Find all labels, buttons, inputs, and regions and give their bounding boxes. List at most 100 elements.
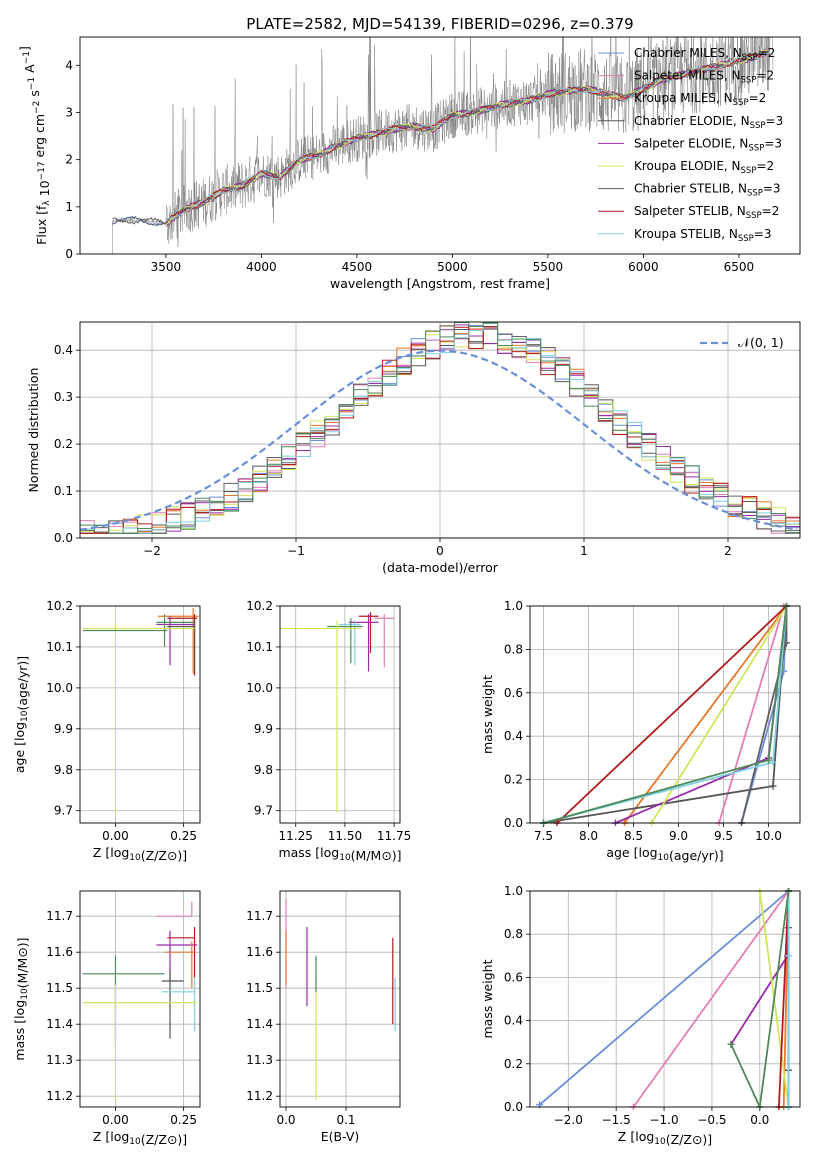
x-tick-label: 6500 [724,260,755,274]
y-tick-label: 11.7 [46,909,73,923]
residuals-axes: −2 −1 0 1 2 0.0 0.1 0.2 0.3 0.4 (data-model)/error… [26,322,800,575]
model-spectrum-salpeter-stelib [165,53,769,223]
x-tick-label: 0.0 [276,1113,295,1127]
y-tick-label: 11.6 [46,945,73,959]
x-tick-label: 0.00 [102,829,129,843]
x-axis-label: mass [log10(M/M⊙)] [278,845,401,863]
x-tick-label: 4500 [342,260,373,274]
y-tick-label: 11.3 [46,1053,73,1067]
spectrum-legend: Chabrier MILES, NSSP=2 Salpeter MILES, NS… [598,46,783,244]
massweight_vs_age-frame [529,605,801,824]
error-bar-point [156,901,193,917]
x-axis-label: Z [log10(Z/Z⊙)] [618,1129,712,1147]
cumulative-weight-line [556,605,788,824]
x-tick-label: −1 [287,544,305,558]
x-tick-label: 2 [724,544,732,558]
x-axis-label: Z [log10(Z/Z⊙)] [93,1129,187,1147]
y-axis-label: mass weight [480,675,495,754]
residuals-frame [79,321,801,539]
x-tick-label: 11.75 [377,829,411,843]
normal-reference-curve [80,349,798,531]
legend-label: Kroupa MILES, NSSP=2 [634,91,766,108]
y-tick-label: 11.2 [246,1089,273,1103]
age_vs_Z-frame [79,605,201,824]
y-tick-label: 2 [65,153,73,167]
y-tick-label: 0 [65,247,73,261]
error-bar-point [161,977,196,1032]
y-tick-label: 9.9 [254,722,273,736]
y-tick-label: 0.3 [54,390,73,404]
y-tick-label: 0.2 [504,773,523,787]
legend-label: Kroupa ELODIE, NSSP=2 [634,159,774,176]
y-tick-label: 9.8 [54,763,73,777]
error-bar-point [82,984,198,1100]
massweight_vs_age-plot-area [540,603,790,826]
y-tick-label: 0.0 [54,531,73,545]
x-tick-label: 4000 [246,260,277,274]
x-tick-label: 3500 [151,260,182,274]
legend-label: Chabrier MILES, NSSP=2 [634,46,775,63]
age_vs_mass-axes: 11.25 11.50 11.75 9.7 9.8 9.9 10.0 10.1 10.2 mass… [246,599,411,863]
y-axis-label: mass weight [480,959,495,1038]
mass_vs_Z-plot-area [82,901,198,1100]
error-bar-point [280,620,361,813]
figure-title: PLATE=2582, MJD=54139, FIBERID=0296, z=0… [246,15,633,33]
error-bar-point [164,941,195,989]
plus-marker [765,756,772,764]
mass_vs_EBV-axes: 0.0 0.1 11.2 11.3 11.4 11.5 11.6 11.7 E(B-V) [246,891,400,1144]
legend-label: Chabrier STELIB, NSSP=3 [634,182,781,199]
error-bar-point [374,614,395,668]
y-tick-label: 0.4 [504,1014,523,1028]
y-axis-label: age [log10(age/yr)] [12,656,30,773]
x-tick-label: −2.0 [554,1113,583,1127]
x-tick-label: 0.1 [336,1113,355,1127]
legend-label: Chabrier ELODIE, NSSP=3 [634,114,783,131]
y-tick-label: 11.4 [246,1017,273,1031]
y-tick-label: 0.1 [54,484,73,498]
spectrum-plot-area [112,37,774,254]
y-tick-label: 11.7 [246,909,273,923]
error-bar-point [348,614,379,672]
y-tick-label: 0.6 [504,970,523,984]
error-bar-point [156,616,195,666]
histogram-green [80,322,800,534]
y-tick-label: 1.0 [504,884,523,898]
x-tick-label: 8.5 [624,829,643,843]
y-tick-label: 11.2 [46,1089,73,1103]
y-tick-label: 0.6 [504,686,523,700]
y-tick-label: 10.1 [46,640,73,654]
cumulative-weight-line [778,890,790,1108]
x-tick-label: 1 [580,544,588,558]
y-tick-label: 11.4 [46,1017,73,1031]
legend-label: 𝒩(0, 1) [738,335,784,350]
residuals-legend: 𝒩(0, 1) [700,335,784,350]
plus-marker [769,758,777,766]
error-bar-point [167,618,196,672]
cumulative-weight-line [623,605,788,824]
observed-spectrum [112,37,774,254]
y-tick-label: 0.8 [504,642,523,656]
error-bar-point [339,620,361,666]
spectrum-frame [79,36,801,255]
x-tick-label: 5500 [533,260,564,274]
error-bar-point [327,618,363,664]
y-tick-label: 10.2 [46,599,73,613]
y-tick-label: 0.8 [504,927,523,941]
x-axis-label: age [log10(age/yr)] [606,845,723,863]
legend-label: Salpeter STELIB, NSSP=2 [634,204,779,221]
y-tick-label: 10.0 [46,681,73,695]
plus-marker [785,952,793,960]
mass_vs_Z-frame [79,890,201,1108]
plus-marker [727,1040,735,1048]
x-tick-label: 9.5 [714,829,733,843]
x-tick-label: −1.5 [602,1113,631,1127]
x-tick-label: 0.00 [102,1113,129,1127]
error-bar-point [82,955,165,1046]
age_vs_Z-axes: 0.00 0.25 9.7 9.8 9.9 10.0 10.1 10.2 Z [log10(Z/… [12,599,200,863]
x-tick-label: 0 [436,544,444,558]
x-tick-label: 8.0 [579,829,598,843]
y-tick-label: 4 [65,58,73,72]
y-tick-label: 9.7 [54,804,73,818]
y-tick-label: 9.8 [254,763,273,777]
